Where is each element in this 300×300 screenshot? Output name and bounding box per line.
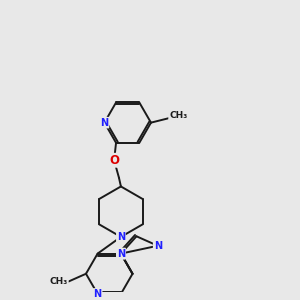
- Text: N: N: [117, 249, 125, 259]
- Text: CH₃: CH₃: [50, 277, 68, 286]
- Text: N: N: [154, 241, 162, 251]
- Text: N: N: [117, 232, 125, 242]
- Text: CH₃: CH₃: [169, 111, 187, 120]
- Text: O: O: [109, 154, 119, 167]
- Text: N: N: [94, 289, 102, 299]
- Text: N: N: [117, 249, 125, 259]
- Text: N: N: [100, 118, 109, 128]
